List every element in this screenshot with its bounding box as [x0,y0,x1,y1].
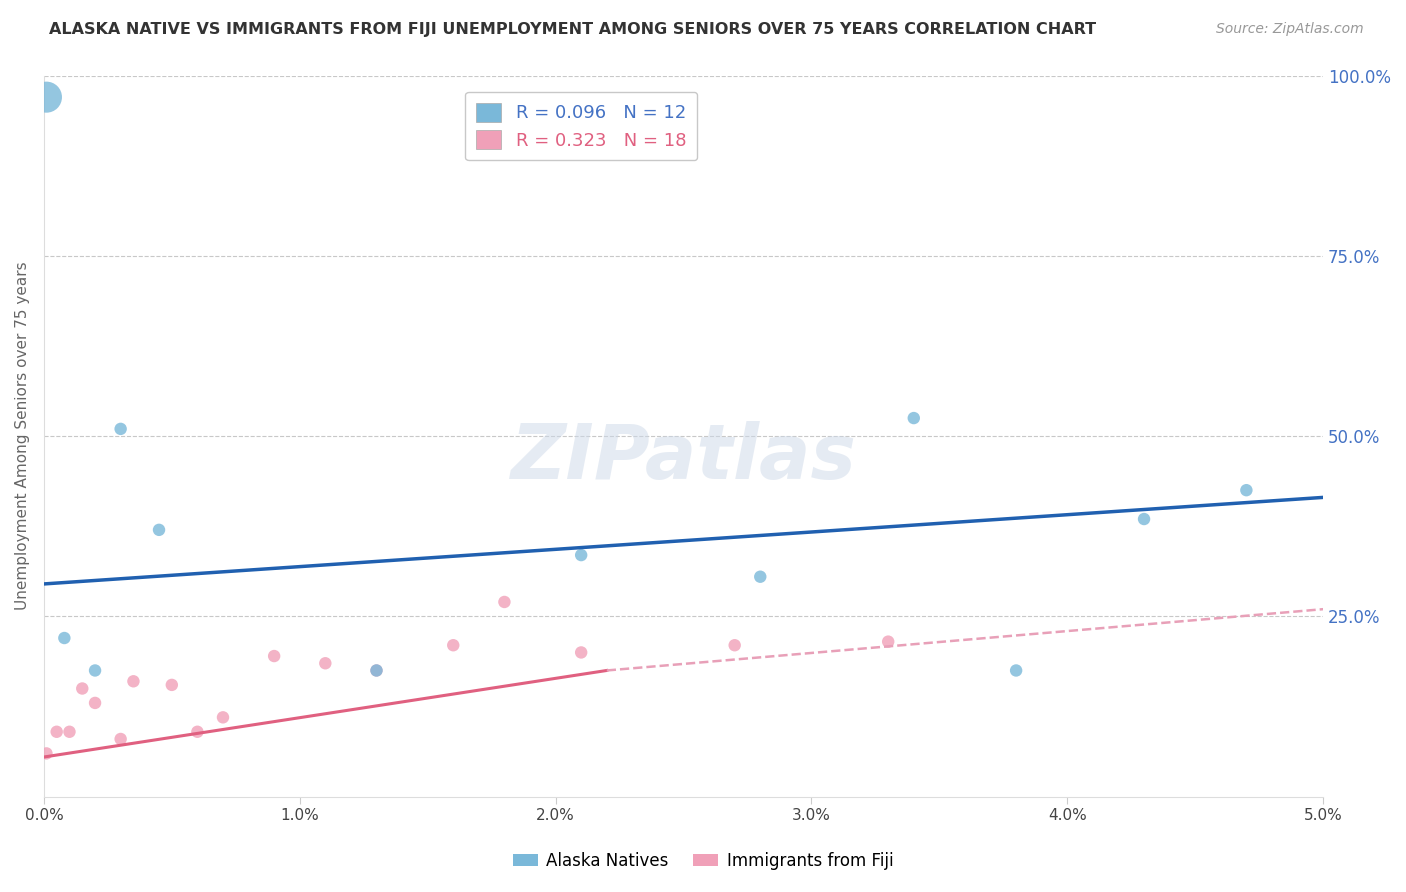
Point [122,674,145,689]
Point [84,664,107,678]
Point [263,648,285,663]
Y-axis label: Unemployment Among Seniors over 75 years: Unemployment Among Seniors over 75 years [15,261,30,610]
Text: ZIPatlas: ZIPatlas [510,421,856,495]
Point [441,638,464,652]
Point [724,638,747,652]
Point [903,411,925,425]
Point [212,710,235,724]
Point [72,681,94,696]
Point [1133,512,1156,526]
Point [35,90,58,104]
Point [1005,664,1028,678]
Point [58,724,80,739]
Point [314,657,336,671]
Point [53,631,76,645]
Text: ALASKA NATIVE VS IMMIGRANTS FROM FIJI UNEMPLOYMENT AMONG SENIORS OVER 75 YEARS C: ALASKA NATIVE VS IMMIGRANTS FROM FIJI UN… [49,22,1097,37]
Point [366,664,388,678]
Point [160,678,183,692]
Point [569,645,592,659]
Legend: R = 0.096   N = 12, R = 0.323   N = 18: R = 0.096 N = 12, R = 0.323 N = 18 [465,92,697,161]
Point [1234,483,1257,498]
Point [494,595,516,609]
Point [148,523,170,537]
Point [35,747,58,761]
Legend: Alaska Natives, Immigrants from Fiji: Alaska Natives, Immigrants from Fiji [506,846,900,877]
Point [110,731,132,746]
Point [366,664,388,678]
Point [84,696,107,710]
Point [569,548,592,562]
Point [186,724,208,739]
Point [877,634,900,648]
Point [45,724,67,739]
Point [749,570,772,584]
Point [110,422,132,436]
Text: Source: ZipAtlas.com: Source: ZipAtlas.com [1216,22,1364,37]
